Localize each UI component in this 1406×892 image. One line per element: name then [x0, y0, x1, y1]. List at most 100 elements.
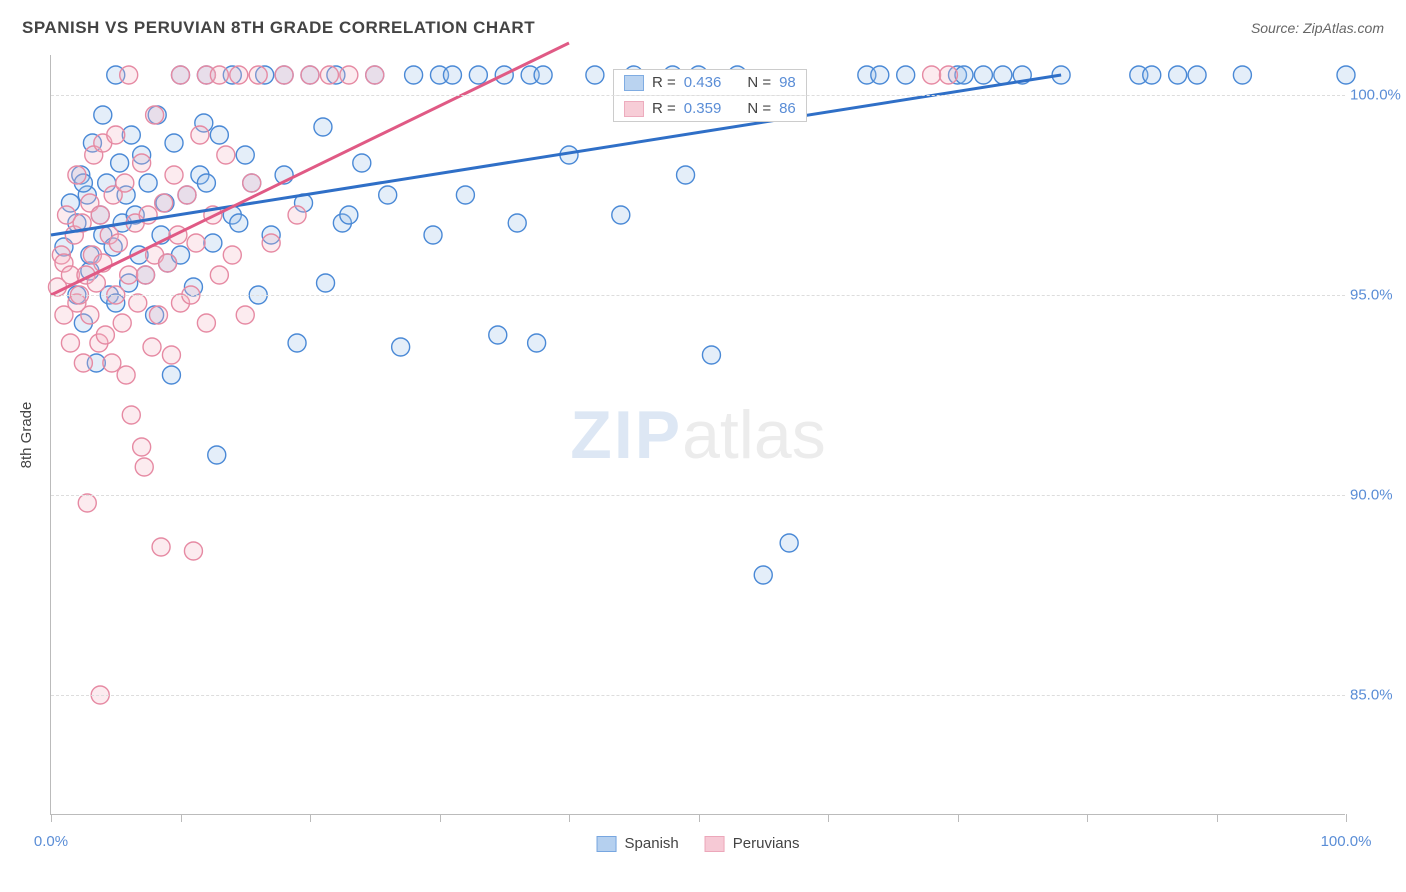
y-tick-label: 100.0% [1350, 87, 1405, 104]
scatter-point [392, 338, 410, 356]
grid-line [51, 495, 1345, 496]
scatter-point [288, 206, 306, 224]
scatter-point [122, 406, 140, 424]
scatter-point [165, 166, 183, 184]
scatter-point [528, 334, 546, 352]
scatter-point [61, 334, 79, 352]
scatter-point [340, 66, 358, 84]
x-tick [1087, 814, 1088, 822]
scatter-point [129, 294, 147, 312]
x-tick [1217, 814, 1218, 822]
scatter-point [994, 66, 1012, 84]
scatter-point [217, 146, 235, 164]
scatter-point [353, 154, 371, 172]
scatter-point [275, 66, 293, 84]
scatter-point [204, 234, 222, 252]
legend-swatch [624, 75, 644, 91]
scatter-point [923, 66, 941, 84]
y-tick-label: 90.0% [1350, 487, 1405, 504]
grid-line [51, 95, 1345, 96]
scatter-point [223, 246, 241, 264]
scatter-point [317, 274, 335, 292]
legend-label: Peruvians [733, 835, 800, 852]
scatter-point [165, 134, 183, 152]
legend-swatch [624, 101, 644, 117]
x-tick [181, 814, 182, 822]
chart-title: SPANISH VS PERUVIAN 8TH GRADE CORRELATIO… [22, 18, 535, 38]
scatter-point [137, 266, 155, 284]
scatter-point [897, 66, 915, 84]
scatter-point [210, 126, 228, 144]
legend-item: Spanish [597, 835, 679, 852]
scatter-point [111, 154, 129, 172]
scatter-point [424, 226, 442, 244]
scatter-point [103, 354, 121, 372]
scatter-point [1169, 66, 1187, 84]
stats-legend-row: R =0.436N =98 [614, 70, 806, 96]
trend-line [51, 75, 1061, 235]
scatter-point [208, 446, 226, 464]
scatter-point [210, 266, 228, 284]
scatter-point [107, 126, 125, 144]
y-axis-label: 8th Grade [18, 402, 35, 469]
scatter-point [81, 306, 99, 324]
scatter-point [133, 438, 151, 456]
scatter-point [230, 66, 248, 84]
scatter-point [379, 186, 397, 204]
scatter-point [109, 234, 127, 252]
x-tick [440, 814, 441, 822]
scatter-point [96, 326, 114, 344]
scatter-point [178, 186, 196, 204]
x-tick [828, 814, 829, 822]
scatter-point [139, 174, 157, 192]
grid-line [51, 695, 1345, 696]
scatter-point [91, 206, 109, 224]
scatter-point [184, 542, 202, 560]
scatter-point [1143, 66, 1161, 84]
scatter-point [677, 166, 695, 184]
scatter-point [340, 206, 358, 224]
x-tick [958, 814, 959, 822]
scatter-point [230, 214, 248, 232]
x-tick-label: 100.0% [1321, 833, 1372, 850]
x-tick [1346, 814, 1347, 822]
scatter-chart [51, 55, 1345, 814]
y-tick-label: 85.0% [1350, 687, 1405, 704]
scatter-point [120, 66, 138, 84]
scatter-point [172, 66, 190, 84]
scatter-point [469, 66, 487, 84]
scatter-point [236, 146, 254, 164]
stats-legend-row: R =0.359N =86 [614, 96, 806, 121]
plot-area: ZIPatlas R =0.436N =98R =0.359N =86 Span… [50, 55, 1345, 815]
scatter-point [120, 266, 138, 284]
source-attribution: Source: ZipAtlas.com [1251, 20, 1384, 36]
series-legend: Spanish Peruvians [597, 835, 800, 852]
scatter-point [146, 106, 164, 124]
scatter-point [288, 334, 306, 352]
scatter-point [586, 66, 604, 84]
scatter-point [78, 494, 96, 512]
scatter-point [1337, 66, 1355, 84]
scatter-point [320, 66, 338, 84]
y-tick-label: 95.0% [1350, 287, 1405, 304]
scatter-point [155, 194, 173, 212]
scatter-point [74, 354, 92, 372]
scatter-point [159, 254, 177, 272]
x-tick [51, 814, 52, 822]
scatter-point [116, 174, 134, 192]
scatter-point [974, 66, 992, 84]
x-tick [310, 814, 311, 822]
scatter-point [1233, 66, 1251, 84]
scatter-point [68, 166, 86, 184]
scatter-point [262, 234, 280, 252]
scatter-point [366, 66, 384, 84]
x-tick [569, 814, 570, 822]
scatter-point [162, 366, 180, 384]
scatter-point [197, 314, 215, 332]
scatter-point [405, 66, 423, 84]
scatter-point [117, 366, 135, 384]
scatter-point [135, 458, 153, 476]
scatter-point [489, 326, 507, 344]
legend-item: Peruvians [705, 835, 800, 852]
x-tick [699, 814, 700, 822]
